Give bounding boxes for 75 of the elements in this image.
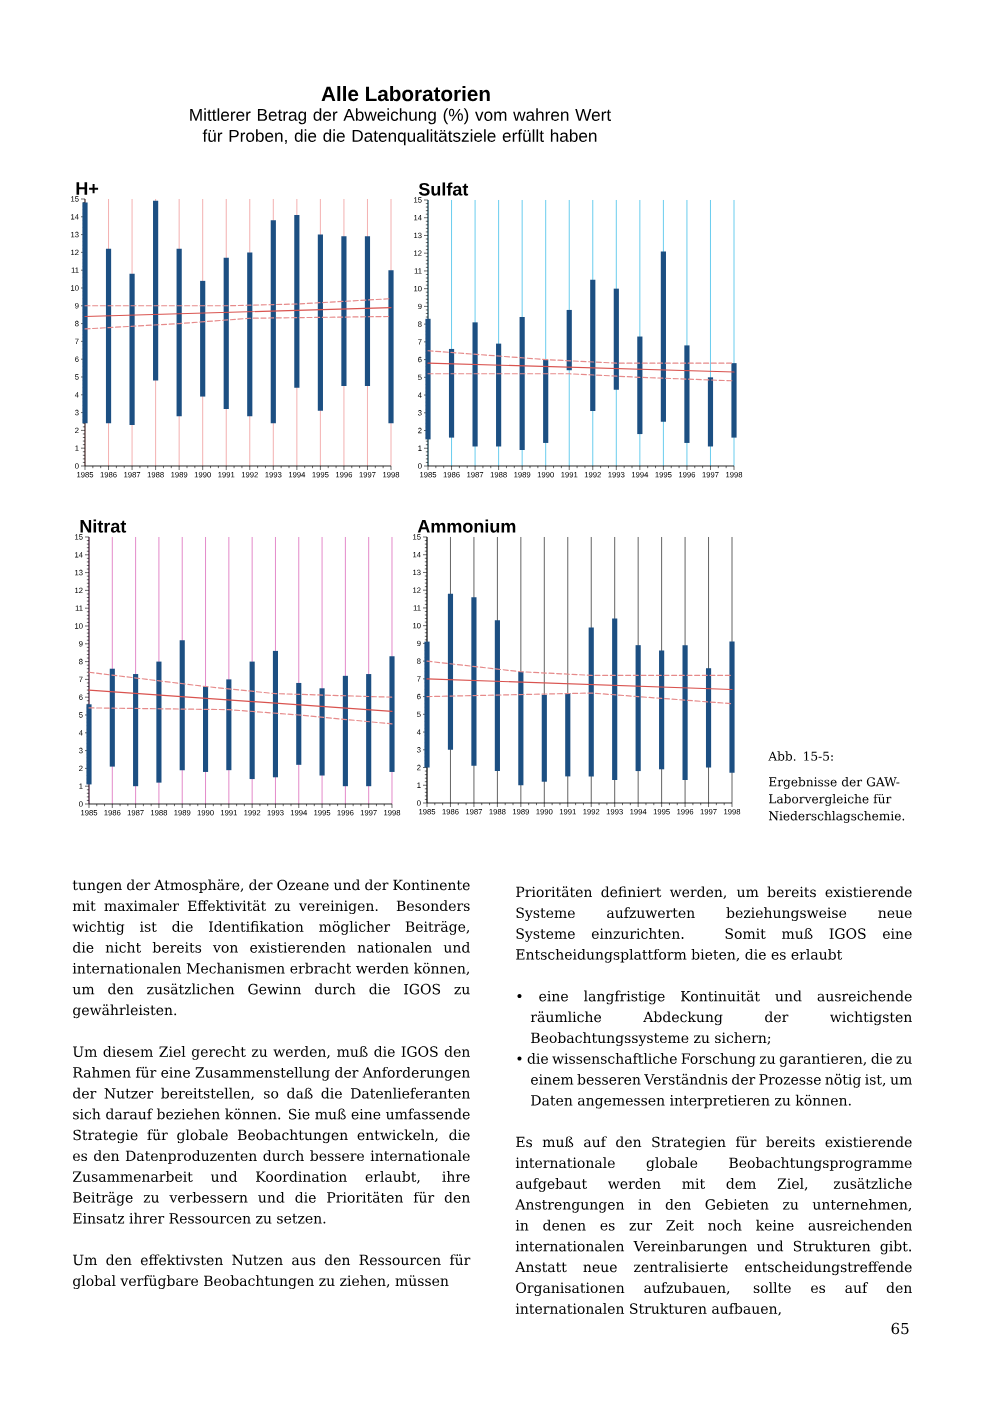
bar: [425, 318, 431, 440]
bar: [296, 682, 302, 765]
chart-title: Sulfat: [418, 182, 469, 196]
bar: [364, 236, 371, 386]
bar: [366, 674, 372, 787]
bar: [202, 686, 209, 772]
bar: [471, 597, 477, 766]
bar: [637, 336, 643, 435]
bar: [319, 688, 325, 776]
bar: [447, 593, 454, 750]
bar: [388, 270, 394, 424]
text: Mittlerer Betrag der Abweichung (%) vom wahren Wert für Proben, die die Datenqualitätsziele erfüllt haben: [190, 108, 611, 146]
bar: [659, 650, 665, 770]
bar: [496, 343, 502, 447]
bar: [731, 363, 737, 438]
bar: [153, 200, 159, 381]
bar: [294, 215, 300, 388]
bar: [494, 620, 500, 772]
text: Um diesem Ziel gerecht zu werden, muß die IGOS den Rahmen für eine Zusammenstellung der Anforderungen der Nutzer bereitstellen, so daß die Datenlieferanten sich darauf beziehen können. Sie muß eine umfassende Strategie für globale Beobachtungen entwickeln, die es den Datenproduzenten durch bessere internationale Zusammenarbeit und Koordination erlaubt, ihre Beiträge zu verbessern und die Prioritäten für den Einsatz ihrer Ressourcen zu setzen.: [72, 1046, 470, 1224]
line-series: [88, 671, 393, 698]
bar: [109, 668, 115, 767]
bar: [518, 671, 524, 786]
line-series: [84, 315, 392, 330]
bar: [272, 650, 279, 778]
bar: [389, 656, 395, 772]
bar: [705, 668, 712, 768]
bar: [588, 627, 594, 777]
text: Um den effektivsten Nutzen aus den Ressourcen für global verfügbare Beobachtungen zu ziehen, müssen: [72, 1254, 471, 1289]
line-series: [88, 707, 393, 725]
text: 65: [891, 1322, 909, 1335]
bar: [342, 675, 348, 787]
bar: [270, 220, 276, 424]
text: tungen der Atmosphäre, der Ozeane und der Kontinente mit maximaler Effektivität zu vereinigen. Besonders wichtig ist die Identifikation möglicher Beiträge, die nicht bereits von existierenden nationalen und internationalen Mechanismen erbracht werden können, um den zusätzlichen Gewinn durch die IGOS zu gewährleisten.: [72, 879, 470, 1019]
text: Alle Laboratorien: [321, 86, 490, 102]
bar: [341, 236, 347, 386]
caption: Abb. 15-5:: [768, 751, 833, 761]
bar: [519, 317, 525, 451]
bar: [156, 661, 162, 783]
bar: [317, 234, 323, 411]
bar: [472, 322, 478, 447]
bar: [543, 359, 549, 443]
bar: [133, 674, 139, 787]
bar: [129, 273, 135, 426]
chart-title: Ammonium: [417, 519, 516, 533]
bar: [565, 693, 571, 777]
bar: [707, 377, 714, 447]
bar: [179, 640, 185, 771]
bar: [590, 279, 596, 412]
bar: [226, 679, 232, 771]
text: • die wissenschaftliche Forschung zu garantieren, die zu einem besseren Verständnis der Prozesse nötig ist, um Daten angemessen interpretieren zu können.: [517, 1053, 912, 1109]
bar: [249, 661, 255, 780]
bar: [729, 641, 735, 773]
bar: [176, 248, 182, 417]
bar: [613, 288, 619, 390]
bar: [448, 348, 455, 438]
bar: [247, 252, 253, 417]
chart-title: H+: [76, 182, 99, 195]
text: Es muß auf den Strategien für bereits existierende internationale globale Beobachtungsprogramme aufgebaut werden mit dem Ziel, zusätzliche Anstrengungen in den Gebieten zu unternehmen, in denen es zur Zeit noch keine ausreichenden internationalen Vereinbarungen und Strukturen gibt. Anstatt neue zentralisierte entscheidungstreffende Organisationen aufzubauen, sollte es auf den internationalen Strukturen aufbauen,: [515, 1136, 912, 1316]
bar: [424, 641, 430, 768]
text: Ergebnisse der GAW-Laborvergleiche für Niederschlagschemie.: [768, 777, 905, 823]
text: Prioritäten definiert werden, um bereits existierende Systeme aufzuwerten beziehungsweise neue Systeme einzurichten. Somit muß IGOS eine Entscheidungsplattform bieten, die es erlaubt: [516, 886, 912, 963]
bar: [105, 248, 112, 424]
bar: [541, 694, 547, 782]
bar: [660, 251, 666, 422]
bar: [684, 345, 690, 443]
bar: [86, 704, 92, 785]
bar: [682, 645, 688, 780]
text: • eine langfristige Kontinuität und ausreichende räumliche Abdeckung der wichtigsten Beobachtungssysteme zu sichern;: [517, 990, 912, 1046]
bar: [635, 645, 641, 772]
chart-title: Nitrat: [80, 519, 127, 533]
bar: [200, 280, 206, 397]
bar: [82, 202, 88, 424]
bar: [223, 257, 229, 410]
bar: [566, 309, 572, 371]
bar: [612, 618, 618, 780]
